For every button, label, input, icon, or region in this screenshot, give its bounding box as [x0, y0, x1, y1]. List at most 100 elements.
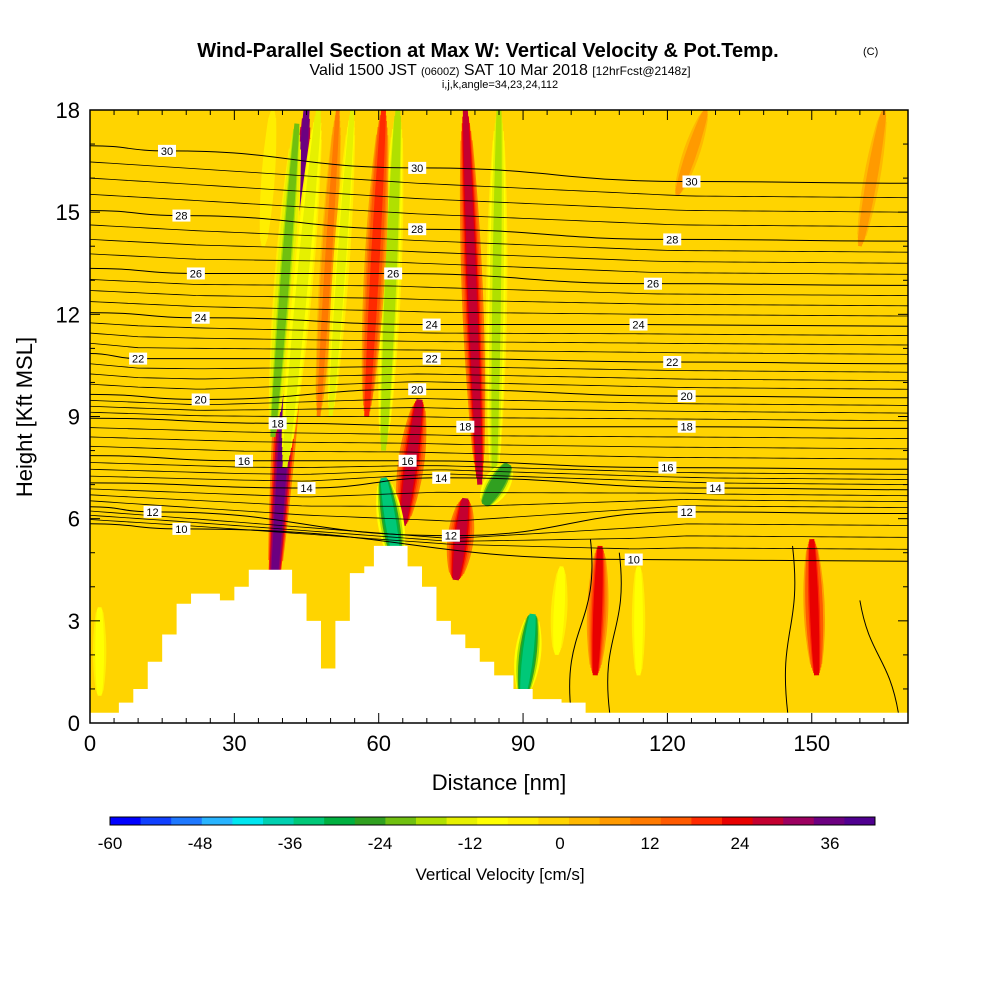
theta-label-box	[297, 482, 316, 495]
x-tick-label: 150	[793, 731, 830, 756]
theta-label-text: 26	[190, 268, 202, 280]
colorbar-swatch	[783, 817, 815, 825]
colorbar-swatch	[844, 817, 876, 825]
w-band-11	[480, 462, 514, 507]
colorbar-swatch	[110, 817, 142, 825]
theta-contour-16	[90, 455, 908, 470]
theta-label-26: 26	[643, 277, 662, 291]
colorbar-tick-label: -12	[458, 834, 483, 853]
theta-label-box	[432, 471, 451, 484]
colorbar-tick-label: 24	[731, 834, 750, 853]
theta-label-28: 28	[172, 209, 191, 223]
theta-contour-24	[90, 312, 908, 327]
colorbar-swatch	[232, 817, 264, 825]
theta-contour-minor-14-2	[90, 468, 908, 480]
theta-label-box	[129, 352, 148, 365]
colorbar-swatch	[385, 817, 417, 825]
theta-label-24: 24	[629, 318, 648, 332]
theta-label-text: 14	[300, 483, 312, 495]
theta-label-box	[408, 223, 427, 236]
x-tick-label: 120	[649, 731, 686, 756]
theta-label-16: 16	[658, 461, 677, 475]
theta-label-text: 16	[238, 456, 250, 468]
theta-label-box	[682, 175, 701, 188]
theta-contour-minor-18-3	[90, 398, 908, 406]
chart-header: Wind-Parallel Section at Max W: Vertical…	[197, 40, 878, 91]
theta-label-text: 28	[175, 211, 187, 223]
theta-label-box	[629, 318, 648, 331]
theta-label-18: 18	[456, 420, 475, 434]
theta-label-box	[456, 420, 475, 433]
theta-label-box	[172, 209, 191, 222]
y-tick-label: 0	[68, 711, 80, 736]
colorbar-frame	[109, 816, 876, 826]
theta-label-text: 20	[681, 391, 693, 403]
theta-label-box	[157, 144, 176, 157]
theta-label-box	[408, 383, 427, 396]
w-band-11-level-5	[481, 462, 512, 507]
y-tick-label: 6	[68, 507, 80, 532]
theta-label-box	[186, 267, 205, 280]
colorbar-swatch	[599, 817, 631, 825]
theta-label-22: 22	[663, 356, 682, 369]
theta-label-text: 22	[132, 354, 144, 366]
theta-label-box	[441, 529, 460, 542]
theta-label-10: 10	[172, 522, 191, 536]
theta-label-28: 28	[663, 233, 682, 246]
theta-label-box	[422, 318, 441, 331]
w-band-18-level-5	[96, 607, 103, 696]
theta-label-box	[191, 393, 210, 406]
theta-contour-minor-10-2	[90, 514, 908, 542]
theta-label-28: 28	[408, 223, 427, 236]
theta-contour-minor-16-2	[90, 436, 908, 450]
theta-label-text: 28	[666, 234, 678, 246]
theta-contour-minor-14-3	[90, 462, 908, 475]
theta-label-18: 18	[677, 420, 696, 434]
theta-label-text: 30	[685, 177, 697, 189]
theta-label-12: 12	[143, 505, 162, 519]
theta-label-box	[663, 356, 682, 369]
theta-contour-minor-12-1	[90, 500, 908, 522]
colorbar-swatch	[660, 817, 692, 825]
theta-label-text: 28	[411, 224, 423, 236]
w-band-16	[630, 566, 647, 676]
theta-label-box	[191, 311, 210, 324]
w-band-14	[550, 566, 568, 655]
theta-contour-minor-22-2	[90, 332, 908, 346]
x-tick-label: 30	[222, 731, 246, 756]
theta-label-box	[658, 461, 677, 474]
theta-contour-10	[90, 523, 908, 562]
theta-label-10: 10	[624, 553, 643, 567]
theta-label-26: 26	[384, 267, 403, 280]
w-band-22-level-5	[857, 110, 886, 247]
theta-label-22: 22	[422, 352, 441, 366]
chart-subtitle-indices: i,j,k,angle=34,23,24,112	[442, 79, 558, 91]
theta-contour-minor-22-1	[90, 342, 908, 355]
x-tick-label: 60	[366, 731, 390, 756]
theta-label-12: 12	[677, 505, 696, 519]
theta-contour-minor-20-1	[90, 381, 908, 390]
colorbar-swatch	[293, 817, 325, 825]
w-band-12-level-5	[452, 497, 469, 581]
theta-label-text: 24	[632, 320, 644, 332]
colorbar-swatch	[813, 817, 845, 825]
colorbar-tick-label: 36	[821, 834, 840, 853]
theta-contour-minor-16-3	[90, 427, 908, 440]
theta-contour-minor-16-1	[90, 445, 908, 460]
theta-contour-minor-26-1	[90, 253, 908, 275]
theta-label-24: 24	[191, 311, 210, 325]
w-band-3-level-5	[282, 110, 322, 468]
colorbar-swatch	[569, 817, 601, 825]
theta-contour-minor-24-1	[90, 301, 908, 317]
colorbar-swatch	[263, 817, 295, 825]
plot-area: 30 28 26 24 22 20 18 16 14 12 10 30 28 26 24 22 20 18 16 14…	[90, 110, 908, 723]
theta-label-text: 26	[647, 279, 659, 291]
theta-contour-minor-28-2	[90, 177, 908, 213]
colorbar-swatch	[752, 817, 784, 825]
theta-label-box	[172, 522, 191, 535]
w-band-19-level-5	[380, 477, 401, 567]
theta-label-text: 24	[195, 313, 207, 325]
theta-label-text: 20	[411, 384, 423, 396]
theta-contour-minor-26-3	[90, 224, 908, 253]
